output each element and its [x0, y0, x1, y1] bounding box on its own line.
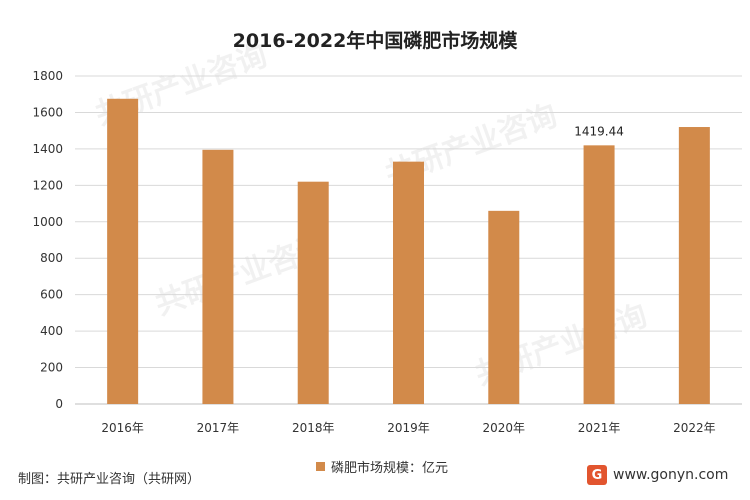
y-tick-label: 0: [55, 397, 63, 411]
data-label: 1419.44: [574, 124, 624, 138]
y-tick-label: 400: [40, 324, 63, 338]
bar: [297, 181, 329, 404]
legend-swatch: [316, 462, 325, 471]
y-tick-label: 1800: [32, 69, 63, 83]
y-tick-label: 1600: [32, 105, 63, 119]
bar: [678, 127, 710, 405]
x-tick-label: 2017年: [197, 421, 240, 435]
y-tick-label: 1400: [32, 142, 63, 156]
brand: G www.gonyn.com: [587, 465, 728, 485]
bar: [107, 98, 139, 405]
y-tick-label: 600: [40, 288, 63, 302]
bar: [393, 161, 424, 404]
x-tick-label: 2016年: [101, 421, 144, 435]
bar: [488, 210, 520, 404]
y-tick-label: 1200: [32, 178, 63, 192]
bar: [202, 149, 234, 404]
x-tick-label: 2019年: [387, 421, 430, 435]
bar: [583, 145, 615, 404]
chart-title: 2016-2022年中国磷肥市场规模: [232, 30, 518, 52]
legend-label: 磷肥市场规模：亿元: [331, 461, 449, 476]
y-tick-label: 800: [40, 251, 63, 265]
legend: 磷肥市场规模：亿元: [316, 457, 448, 476]
brand-url: www.gonyn.com: [613, 467, 729, 483]
gonyn-logo-icon: G: [587, 465, 607, 485]
x-tick-label: 2020年: [483, 421, 526, 435]
source-note: 制图：共研产业咨询（共研网）: [18, 472, 201, 487]
x-tick-label: 2018年: [292, 421, 335, 435]
x-tick-label: 2021年: [578, 421, 621, 435]
y-tick-label: 200: [40, 361, 63, 375]
x-tick-label: 2022年: [673, 421, 716, 435]
y-tick-label: 1000: [32, 215, 63, 229]
